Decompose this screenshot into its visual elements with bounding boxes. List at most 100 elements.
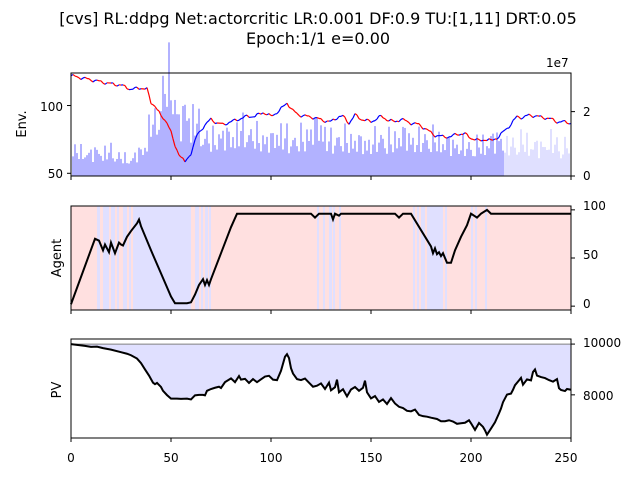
- env-price-line: [70, 73, 572, 163]
- volume-bar: [72, 156, 74, 176]
- volume-bar: [490, 136, 492, 176]
- price-segment: [544, 117, 548, 120]
- volume-bar: [448, 137, 450, 176]
- price-segment: [240, 117, 244, 120]
- env-panel: Env. 100 50 2 0 1e7: [15, 42, 591, 183]
- price-segment: [330, 118, 334, 122]
- pv-frame: [70, 338, 572, 439]
- price-segment: [88, 78, 92, 81]
- price-segment: [166, 122, 170, 128]
- agent-short-span: [201, 206, 203, 310]
- price-segment: [258, 112, 262, 115]
- volume-bar: [558, 151, 560, 176]
- price-segment: [90, 80, 94, 83]
- price-segment: [514, 115, 518, 119]
- price-segment: [114, 84, 118, 87]
- price-segment: [530, 115, 534, 119]
- volume-bar: [272, 133, 274, 176]
- volume-bar: [84, 157, 86, 176]
- agent-short-span: [339, 206, 341, 310]
- price-segment: [160, 115, 164, 120]
- price-segment: [184, 158, 188, 163]
- pv-panel: PV 10000 8000: [50, 336, 621, 442]
- price-segment: [126, 88, 130, 91]
- volume-bar: [508, 155, 510, 176]
- price-segment: [246, 114, 250, 118]
- volume-bar: [530, 149, 532, 176]
- volume-bar: [160, 111, 162, 176]
- price-segment: [540, 115, 544, 119]
- volume-bar: [466, 148, 468, 176]
- volume-bar: [186, 120, 188, 176]
- volume-bar: [82, 158, 84, 176]
- price-segment: [116, 84, 120, 87]
- agent-ticks: [70, 209, 575, 314]
- price-segment: [276, 110, 280, 115]
- volume-bar: [246, 142, 248, 176]
- volume-bar: [210, 151, 212, 176]
- price-segment: [138, 88, 142, 90]
- volume-bar: [232, 137, 234, 176]
- volume-bar: [346, 142, 348, 176]
- volume-bar: [178, 114, 180, 176]
- xtick-250: 250: [555, 451, 578, 465]
- volume-bar: [280, 123, 282, 176]
- agent-short-span: [123, 206, 127, 310]
- volume-bar: [452, 139, 454, 176]
- volume-bar: [506, 135, 508, 176]
- price-segment: [266, 113, 270, 116]
- volume-bar: [528, 155, 530, 176]
- volume-bar: [226, 127, 228, 176]
- price-segment: [212, 120, 216, 124]
- agent-short-span: [133, 206, 143, 310]
- price-segment: [200, 128, 204, 132]
- volume-bar: [348, 152, 350, 176]
- volume-bar: [286, 123, 288, 176]
- pv-ticks: [70, 343, 575, 442]
- price-segment: [174, 146, 178, 151]
- price-segment: [376, 115, 380, 120]
- volume-bar: [504, 152, 506, 176]
- volume-bar: [236, 122, 238, 176]
- price-segment: [298, 114, 302, 118]
- price-segment: [282, 104, 286, 107]
- price-segment: [394, 120, 398, 123]
- volume-bar: [200, 146, 202, 176]
- volume-bar: [184, 104, 186, 176]
- volume-bar: [102, 160, 104, 176]
- price-segment: [452, 132, 456, 136]
- volume-bar: [380, 134, 382, 176]
- price-segment: [412, 122, 416, 125]
- agent-short-span: [485, 206, 487, 310]
- volume-bar: [106, 159, 108, 176]
- volume-bar: [274, 148, 276, 176]
- volume-bar: [152, 124, 154, 176]
- volume-bar: [180, 141, 182, 176]
- volume-bar: [172, 114, 174, 176]
- volume-bar: [512, 137, 514, 176]
- volume-bar: [162, 75, 164, 176]
- volume-bar: [472, 156, 474, 176]
- volume-bar: [136, 162, 138, 176]
- volume-bar: [536, 140, 538, 176]
- volume-bar: [290, 146, 292, 176]
- volume-bar: [122, 163, 124, 176]
- price-segment: [324, 120, 328, 123]
- env-frame: [70, 72, 572, 177]
- volume-bar: [312, 144, 314, 176]
- volume-bar: [468, 142, 470, 176]
- volume-bar: [76, 153, 78, 176]
- volume-bar: [108, 152, 110, 176]
- price-segment: [370, 120, 374, 124]
- agent-short-span: [421, 206, 425, 310]
- volume-bar: [550, 129, 552, 176]
- volume-bar: [144, 147, 146, 176]
- volume-bar: [318, 140, 320, 176]
- volume-bar: [430, 152, 432, 176]
- price-segment: [112, 82, 116, 86]
- volume-bar: [542, 147, 544, 176]
- price-segment: [168, 127, 172, 132]
- agent-short-span: [117, 206, 119, 310]
- xtick-150: 150: [360, 451, 383, 465]
- volume-bar: [228, 131, 230, 176]
